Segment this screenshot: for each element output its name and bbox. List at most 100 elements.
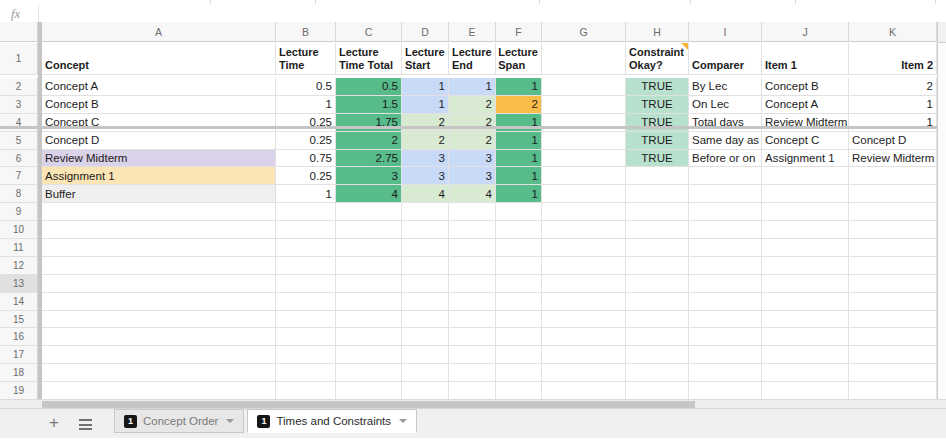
cell-A15[interactable] [42,311,276,329]
cell-K18[interactable] [849,364,937,382]
cell-C8[interactable]: 4 [336,185,402,203]
cell-K5[interactable]: Concept D [849,132,937,150]
cell-F16[interactable] [496,328,542,346]
cell-F5[interactable]: 1 [496,132,542,150]
cell-G12[interactable] [542,257,626,275]
cell-J9[interactable] [762,203,849,221]
cell-K3[interactable]: 1 [849,96,937,114]
cell-J14[interactable] [762,293,849,311]
cell-D10[interactable] [402,221,449,239]
cell-J3[interactable]: Concept A [762,96,849,114]
column-header-G[interactable]: G [542,22,626,42]
cell-D1[interactable]: Lecture Start [402,43,449,75]
cell-C9[interactable] [336,203,402,221]
cell-J17[interactable] [762,346,849,364]
cell-H1[interactable]: Constraint Okay? [626,43,689,75]
row-header-8[interactable]: 8 [0,185,38,203]
cell-C15[interactable] [336,311,402,329]
row-header-6[interactable]: 6 [0,150,38,168]
column-header-H[interactable]: H [626,22,689,42]
cell-E2[interactable]: 1 [449,78,496,96]
select-all-corner[interactable] [0,22,38,42]
cell-I5[interactable]: Same day as [689,132,762,150]
cell-F19[interactable] [496,382,542,399]
cell-H14[interactable] [626,293,689,311]
cell-G9[interactable] [542,203,626,221]
cell-F9[interactable] [496,203,542,221]
cell-B14[interactable] [276,293,336,311]
cell-G5[interactable] [542,132,626,150]
row-header-19[interactable]: 19 [0,382,38,399]
sheet-tab-concept-order[interactable]: 1 Concept Order [114,409,244,433]
cell-A9[interactable] [42,203,276,221]
cell-D18[interactable] [402,364,449,382]
cell-F8[interactable]: 1 [496,185,542,203]
freeze-bar-vertical[interactable] [38,22,42,399]
add-sheet-button[interactable]: + [44,409,64,435]
chevron-down-icon[interactable] [399,419,407,423]
cell-C18[interactable] [336,364,402,382]
cell-A18[interactable] [42,364,276,382]
cell-E13[interactable] [449,275,496,293]
cell-D9[interactable] [402,203,449,221]
cell-C5[interactable]: 2 [336,132,402,150]
cell-C16[interactable] [336,328,402,346]
cell-K17[interactable] [849,346,937,364]
cell-H17[interactable] [626,346,689,364]
cell-G1[interactable] [542,43,626,75]
cell-D17[interactable] [402,346,449,364]
cell-C3[interactable]: 1.5 [336,96,402,114]
cell-B11[interactable] [276,239,336,257]
row-header-7[interactable]: 7 [0,167,38,185]
cell-I2[interactable]: By Lec [689,78,762,96]
cell-I18[interactable] [689,364,762,382]
cell-G11[interactable] [542,239,626,257]
cell-F18[interactable] [496,364,542,382]
cell-D5[interactable]: 2 [402,132,449,150]
cell-B9[interactable] [276,203,336,221]
cell-D7[interactable]: 3 [402,167,449,185]
cell-A7[interactable]: Assignment 1 [42,167,276,185]
cell-J16[interactable] [762,328,849,346]
cell-E5[interactable]: 2 [449,132,496,150]
cell-B15[interactable] [276,311,336,329]
cell-K14[interactable] [849,293,937,311]
cell-G2[interactable] [542,78,626,96]
cell-I11[interactable] [689,239,762,257]
chevron-down-icon[interactable] [226,419,234,423]
cell-C1[interactable]: Lecture Time Total [336,43,402,75]
cell-G19[interactable] [542,382,626,399]
cell-I3[interactable]: On Lec [689,96,762,114]
cell-K10[interactable] [849,221,937,239]
cell-D2[interactable]: 1 [402,78,449,96]
row-header-18[interactable]: 18 [0,364,38,382]
cell-E6[interactable]: 3 [449,150,496,168]
column-header-A[interactable]: A [42,22,276,42]
cell-H5[interactable]: TRUE [626,132,689,150]
row-header-5[interactable]: 5 [0,132,38,150]
cell-A19[interactable] [42,382,276,399]
cell-J12[interactable] [762,257,849,275]
cell-H16[interactable] [626,328,689,346]
cell-B8[interactable]: 1 [276,185,336,203]
cell-E3[interactable]: 2 [449,96,496,114]
cell-G8[interactable] [542,185,626,203]
cell-H3[interactable]: TRUE [626,96,689,114]
cell-J13[interactable] [762,275,849,293]
cell-F11[interactable] [496,239,542,257]
cell-F12[interactable] [496,257,542,275]
cell-G10[interactable] [542,221,626,239]
cell-A6[interactable]: Review Midterm [42,150,276,168]
cell-E17[interactable] [449,346,496,364]
cell-H8[interactable] [626,185,689,203]
column-header-D[interactable]: D [402,22,449,42]
cell-H9[interactable] [626,203,689,221]
all-sheets-button[interactable] [74,409,96,433]
cell-H12[interactable] [626,257,689,275]
cell-I17[interactable] [689,346,762,364]
column-header-I[interactable]: I [689,22,762,42]
horizontal-scrollbar-thumb[interactable] [42,401,695,408]
row-header-11[interactable]: 11 [0,239,38,257]
cell-K13[interactable] [849,275,937,293]
cell-H6[interactable]: TRUE [626,150,689,168]
